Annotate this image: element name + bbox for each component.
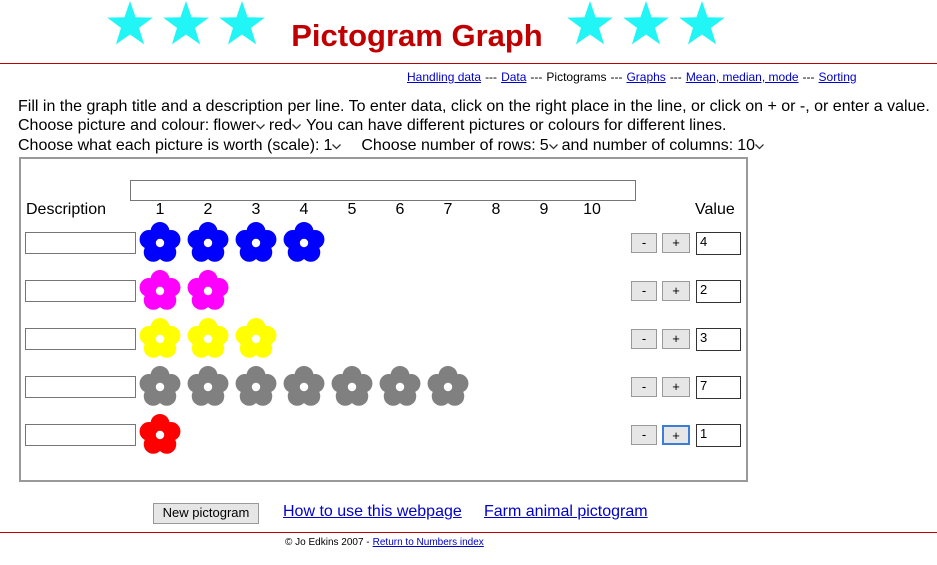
graph-title-input[interactable] [130,180,636,201]
index-link[interactable]: Return to Numbers index [372,537,484,548]
flower [283,366,325,406]
column-number: 7 [443,201,453,218]
copyright-text: © Jo Edkins 2007 - [285,537,370,548]
picture-line: Choose picture and colour: flower red You c… [18,116,726,136]
nav-separator: --- [802,70,815,84]
nav-link[interactable]: Data [501,70,527,84]
graph-box: Description Value 1 2 3 4 5 6 7 8 9 10- +4- +2- +3- +7-… [19,157,748,482]
dropdown-arrow [332,144,342,150]
dropdown-arrow [292,124,302,130]
nav-separator: --- [530,70,543,84]
column-number: 5 [347,201,357,218]
pictogram [139,222,469,454]
flower [187,270,229,310]
plus-button[interactable]: + [662,377,690,397]
scale-line: Choose what each picture is worth (scale… [18,136,765,156]
nav-link[interactable]: Sorting [818,70,857,84]
dropdown[interactable]: 1 [323,137,342,154]
column-number: 6 [395,201,405,218]
nav: Handling data --- Data --- Pictograms --- Grap… [407,70,857,84]
minus-button[interactable]: - [631,281,657,301]
label: Choose number of rows: [361,137,536,154]
description-input[interactable] [25,424,136,446]
note: You can have different pictures or colou… [306,117,727,134]
value-input[interactable]: 4 [696,232,741,255]
copyright: © Jo Edkins 2007 - Return to Numbers inde… [285,537,484,548]
divider [0,532,937,533]
value-input[interactable]: 1 [696,424,741,447]
flower [139,366,181,406]
nav-link[interactable]: Mean, median, mode [685,70,799,84]
flower [235,318,277,358]
flower [187,366,229,406]
column-header: Description [26,201,107,218]
help-link[interactable]: How to use this webpage [283,503,462,520]
dropdown[interactable]: 10 [737,137,765,154]
page-title: Pictogram Graph [291,18,543,53]
nav-separator: --- [610,70,623,84]
description-input[interactable] [25,280,136,302]
plus-button[interactable]: + [662,425,690,445]
dropdown[interactable]: red [269,117,302,134]
flower [187,222,229,262]
plus-button[interactable]: + [662,281,690,301]
plus-button[interactable]: + [662,233,690,253]
nav-current: Pictograms [546,70,607,84]
label: Choose picture and colour: [18,117,210,134]
nav-link[interactable]: Graphs [626,70,666,84]
new-button[interactable]: New pictogram [153,503,259,524]
dropdown-arrow [548,144,558,150]
column-number: 1 [155,201,165,218]
dropdown[interactable]: 5 [540,137,558,154]
flower [139,414,181,454]
column-number: 8 [491,201,501,218]
dropdown-arrow [755,144,765,150]
star [163,1,209,45]
value-input[interactable]: 7 [696,376,741,399]
instructions: Fill in the graph title and a descriptio… [18,98,930,115]
description-input[interactable] [25,376,136,398]
minus-button[interactable]: - [631,233,657,253]
flower [235,366,277,406]
flower [139,222,181,262]
column-number: 9 [539,201,549,218]
star [679,1,725,45]
farm-link[interactable]: Farm animal pictogram [484,503,648,520]
flower [139,270,181,310]
star [219,1,265,45]
column-header: Value [695,201,735,218]
minus-button[interactable]: - [631,425,657,445]
plus-button[interactable]: + [662,329,690,349]
value-input[interactable]: 3 [696,328,741,351]
nav-separator: --- [669,70,682,84]
flower [379,366,421,406]
star [107,1,153,45]
flower [427,366,469,406]
flower [331,366,373,406]
column-number: 3 [251,201,261,218]
minus-button[interactable]: - [631,329,657,349]
dropdown[interactable]: flower [213,117,265,134]
flower [283,222,325,262]
minus-button[interactable]: - [631,377,657,397]
value-input[interactable]: 2 [696,280,741,303]
footer: New pictogram How to use this webpage Farm… [0,495,937,565]
label: Choose what each picture is worth (scale… [18,137,320,154]
label: and number of columns: [561,137,734,154]
star [623,1,669,45]
description-input[interactable] [25,232,136,254]
column-number: 2 [203,201,213,218]
column-number: 4 [299,201,309,218]
flower [235,222,277,262]
description-input[interactable] [25,328,136,350]
star [567,1,613,45]
flower [187,318,229,358]
nav-link[interactable]: Handling data [407,70,482,84]
dropdown-arrow [255,124,265,130]
nav-separator: --- [485,70,498,84]
header: Pictogram Graph [0,1,937,64]
column-number: 10 [583,201,601,218]
flower [139,318,181,358]
